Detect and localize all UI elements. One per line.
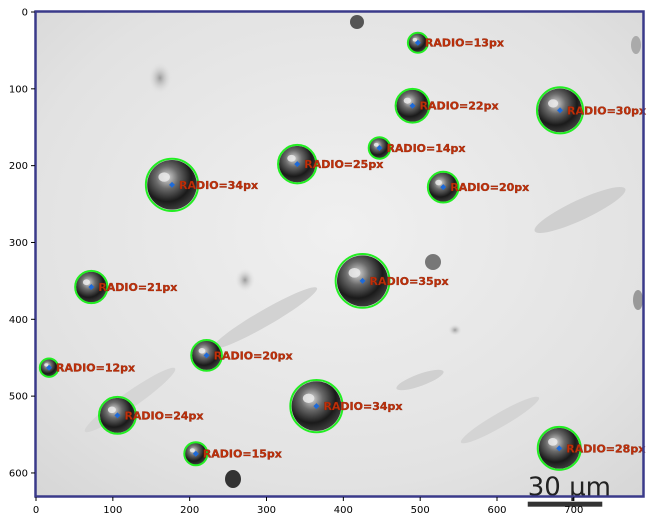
detection-center-marker	[376, 144, 383, 151]
detection-center-marker	[359, 277, 366, 284]
detection-center-marker	[414, 39, 421, 46]
detection-circle	[334, 252, 391, 309]
droplet-highlight	[403, 97, 412, 104]
detection-circle	[183, 441, 209, 467]
detection-radius-label: RADIO=20px	[214, 349, 293, 362]
droplet-highlight	[412, 37, 418, 42]
detection-radius-label: RADIO=20px	[450, 181, 529, 194]
detection-radius-label: RADIO=35px	[370, 275, 449, 288]
y-tick-label: 200	[9, 161, 28, 172]
detection-center-marker	[168, 181, 175, 188]
detection-center-marker	[192, 450, 199, 457]
detection-radius-label: RADIO=30px	[567, 104, 646, 117]
x-tick-label: 400	[334, 505, 353, 516]
detection-circle	[98, 395, 137, 435]
detection-center-marker	[440, 184, 447, 191]
detection-center-marker	[313, 403, 320, 410]
microscope-image	[36, 12, 643, 496]
y-tick-label: 600	[9, 468, 28, 479]
x-tick-label: 500	[411, 505, 430, 516]
detection-radius-label: RADIO=14px	[386, 142, 465, 155]
axes-frame	[34, 10, 645, 498]
detection-radius-label: RADIO=28px	[566, 442, 645, 455]
detection-center-marker	[557, 107, 564, 114]
detection-radius-label: RADIO=15px	[203, 448, 282, 461]
detection-center-marker	[203, 352, 210, 359]
detection-circle	[38, 357, 60, 378]
detection-circle	[289, 378, 344, 434]
detection-circle	[406, 31, 429, 54]
detection-center-marker	[114, 412, 121, 419]
detection-radius-label: RADIO=34px	[323, 400, 402, 413]
detection-center-marker	[88, 284, 95, 291]
detection-circle	[367, 136, 392, 160]
droplet-highlight	[44, 363, 49, 367]
detection-circle	[536, 425, 582, 471]
detection-circle	[277, 143, 318, 185]
y-axis: 0 100 200 300 400 500 600	[9, 8, 35, 479]
detection-center-marker	[294, 161, 301, 168]
detection-circle	[394, 87, 431, 124]
detection-radius-label: RADIO=21px	[98, 281, 177, 294]
droplet-highlight	[189, 448, 195, 453]
detection-radius-label: RADIO=12px	[56, 362, 135, 375]
scale-bar-line	[527, 501, 603, 507]
detection-center-marker	[46, 364, 53, 371]
y-tick-label: 0	[22, 8, 28, 19]
detection-circle	[144, 157, 200, 212]
detection-radius-label: RADIO=24px	[124, 409, 203, 422]
detection-radius-label: RADIO=25px	[304, 158, 383, 171]
x-axis: 0 100 200 300 400 500 600 700	[33, 497, 583, 516]
droplet-highlight	[82, 279, 91, 286]
x-tick-label: 100	[103, 505, 122, 516]
droplet-highlight	[435, 179, 442, 186]
droplet-highlight	[107, 406, 116, 414]
detection-radius-label: RADIO=13px	[425, 37, 504, 50]
detection-radius-label: RADIO=34px	[179, 179, 258, 192]
x-tick-label: 700	[564, 505, 583, 516]
droplet-highlight	[158, 172, 170, 182]
scale-bar: 30 µm	[527, 473, 611, 507]
droplet-highlight	[548, 438, 558, 446]
scale-bar-label: 30 µm	[528, 473, 611, 503]
detection-radius-label: RADIO=22px	[419, 100, 498, 113]
y-tick-label: 400	[9, 315, 28, 326]
droplet-highlight	[302, 393, 315, 403]
detection-center-marker	[409, 102, 416, 109]
y-tick-label: 300	[9, 238, 28, 249]
droplet-highlight	[373, 142, 379, 147]
y-tick-label: 100	[9, 84, 28, 95]
x-tick-label: 600	[487, 505, 506, 516]
detection-overlay: RADIO=13px RADIO=22px RADIO=30px RADIO=14px…	[38, 31, 646, 471]
detection-center-marker	[556, 445, 563, 452]
y-tick-label: 500	[9, 392, 28, 403]
x-tick-label: 0	[33, 505, 39, 516]
detection-circle	[74, 269, 109, 305]
detection-circle	[535, 86, 585, 135]
droplet-highlight	[198, 348, 206, 354]
droplet-highlight	[548, 99, 559, 108]
droplet-highlight	[348, 267, 361, 278]
detection-circle	[190, 339, 223, 372]
detection-circle	[426, 170, 460, 204]
x-tick-label: 300	[257, 505, 276, 516]
x-tick-label: 200	[180, 505, 199, 516]
droplet-highlight	[287, 154, 296, 162]
background-artifacts	[84, 15, 643, 488]
